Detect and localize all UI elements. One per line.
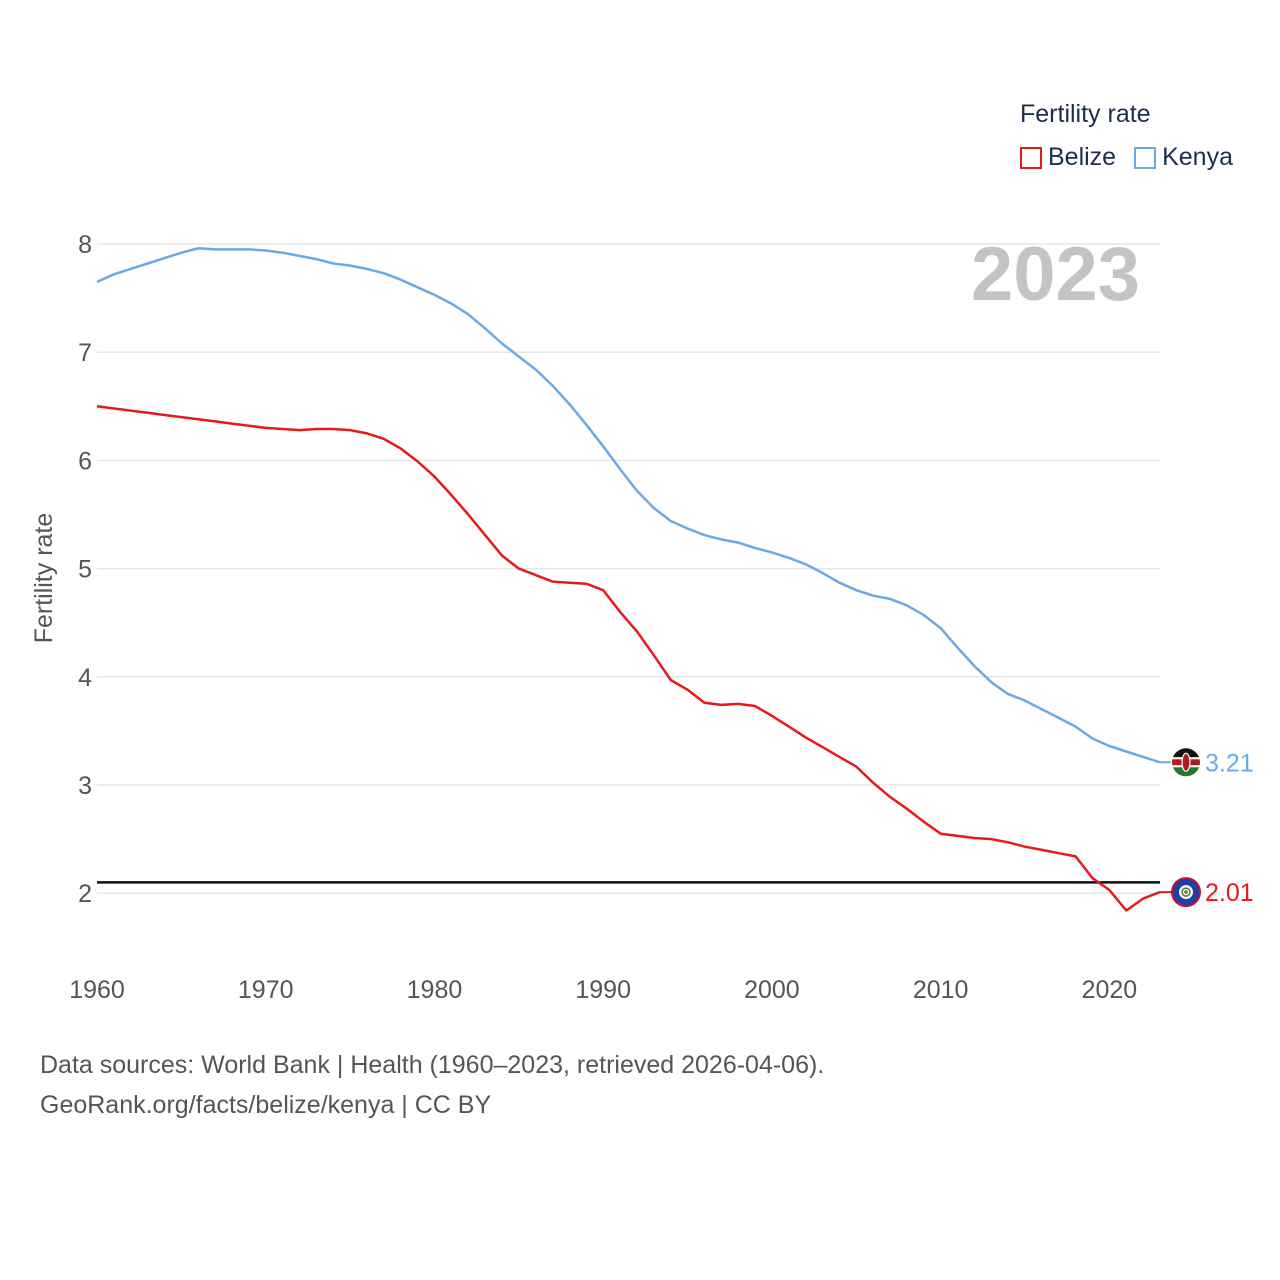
data-source-text: Data sources: World Bank | Health (1960–…	[40, 1051, 825, 1079]
kenya-flag-icon	[1171, 747, 1201, 778]
legend-label-belize: Belize	[1048, 143, 1117, 171]
series-line-kenya	[96, 247, 1161, 764]
legend: Belize Kenya	[1020, 143, 1251, 172]
x-tick-label: 2020	[1082, 976, 1138, 1004]
end-markers: 2.01 3.21	[1160, 747, 1254, 907]
end-value-label-belize: 2.01	[1205, 879, 1254, 907]
x-tick-label: 1990	[575, 976, 631, 1004]
legend-entry-kenya[interactable]: Kenya	[1134, 143, 1233, 172]
belize-flag-icon	[1171, 877, 1201, 908]
legend-swatch-belize	[1020, 146, 1042, 169]
y-axis-label: Fertility rate	[30, 513, 58, 644]
series-lines	[96, 247, 1161, 912]
end-value-label-kenya: 3.21	[1205, 749, 1254, 777]
legend-title: Fertility rate	[1020, 100, 1151, 128]
x-tick-label: 2010	[913, 976, 969, 1004]
y-tick-label: 2	[78, 880, 92, 908]
series-line-belize	[96, 405, 1161, 912]
year-stamp: 2023	[971, 232, 1140, 317]
y-tick-label: 6	[78, 447, 92, 475]
grid-lines	[97, 243, 1160, 894]
y-tick-label: 3	[78, 772, 92, 800]
x-tick-label: 1970	[238, 976, 294, 1004]
x-tick-label: 1980	[407, 976, 463, 1004]
x-tick-label: 2000	[744, 976, 800, 1004]
x-axis-ticks: 1960 1970 1980 1990 2000 2010 2020	[69, 976, 1137, 1004]
footer: Data sources: World Bank | Health (1960–…	[40, 1045, 824, 1125]
attribution-text: GeoRank.org/facts/belize/kenya | CC BY	[40, 1091, 492, 1119]
y-tick-label: 8	[78, 231, 92, 259]
x-tick-label: 1960	[69, 976, 125, 1004]
y-tick-label: 7	[78, 339, 92, 367]
y-tick-label: 4	[78, 664, 92, 692]
y-tick-label: 5	[78, 556, 92, 584]
legend-swatch-kenya	[1134, 146, 1157, 169]
legend-entry-belize[interactable]: Belize	[1020, 143, 1116, 172]
y-axis-ticks: 2 3 4 5 6 7 8	[78, 231, 92, 908]
legend-label-kenya: Kenya	[1162, 143, 1233, 171]
